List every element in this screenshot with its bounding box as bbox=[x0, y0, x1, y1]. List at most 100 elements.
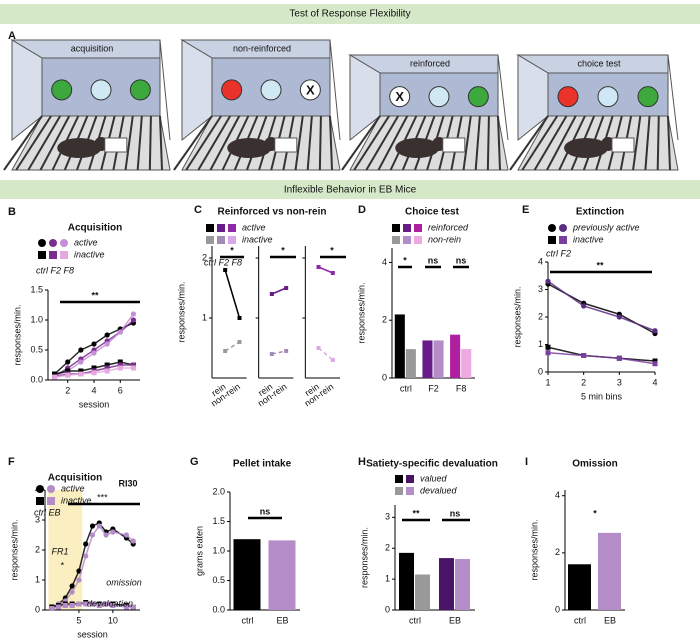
legend-swatch bbox=[206, 224, 214, 232]
mouse bbox=[57, 138, 102, 158]
annotation: FR1 bbox=[51, 546, 68, 556]
x-tick-label: 10 bbox=[108, 615, 118, 625]
food-tray bbox=[274, 137, 298, 153]
point bbox=[117, 329, 123, 335]
floor-bar bbox=[462, 115, 472, 171]
point bbox=[76, 601, 82, 607]
y-tick-label: 3 bbox=[538, 284, 543, 294]
series-line bbox=[318, 266, 334, 274]
legend-swatch bbox=[47, 485, 55, 493]
banner bbox=[0, 4, 700, 24]
y-tick-label: 2 bbox=[385, 543, 390, 553]
annotation: ** bbox=[412, 508, 420, 518]
point bbox=[96, 603, 102, 608]
panel-label: B bbox=[8, 206, 16, 218]
y-axis-label: responses/min. bbox=[512, 286, 522, 347]
legend-swatch bbox=[49, 251, 57, 259]
x-tick-label: 3 bbox=[617, 377, 622, 387]
x-tick-label: 4 bbox=[652, 377, 657, 387]
bar bbox=[268, 540, 296, 610]
x-tick-label: ctrl bbox=[242, 615, 254, 625]
point bbox=[104, 368, 110, 374]
chart-title: Omission bbox=[572, 459, 618, 470]
floor-bar bbox=[546, 115, 577, 171]
box-edge bbox=[497, 54, 509, 141]
annotation: ns bbox=[428, 255, 439, 265]
point bbox=[581, 303, 587, 309]
panel-label: A bbox=[8, 30, 16, 42]
legend-swatch bbox=[548, 224, 556, 232]
y-tick-label: 2 bbox=[538, 311, 543, 321]
annotation: * bbox=[403, 255, 407, 265]
floor-bar bbox=[644, 115, 651, 171]
mouse bbox=[395, 138, 440, 158]
light bbox=[90, 79, 112, 101]
legend-swatch bbox=[228, 224, 236, 232]
point bbox=[284, 286, 289, 290]
bar bbox=[598, 532, 621, 610]
y-tick-label: 2 bbox=[555, 547, 560, 557]
point bbox=[284, 349, 289, 353]
floor-bar bbox=[209, 115, 241, 171]
y-tick-label: 1.5 bbox=[30, 284, 43, 294]
annotation: * bbox=[230, 245, 234, 255]
floor-bar bbox=[533, 115, 568, 171]
y-tick-label: 2 bbox=[35, 544, 40, 554]
panel-label: C bbox=[194, 204, 202, 216]
point bbox=[89, 532, 96, 538]
y-tick-label: 4 bbox=[382, 257, 387, 267]
point bbox=[91, 365, 97, 371]
panel-label: E bbox=[522, 204, 529, 216]
legend-label: inactive bbox=[573, 234, 604, 244]
legend-swatch bbox=[60, 251, 68, 259]
point bbox=[76, 568, 82, 574]
floor-bar bbox=[197, 115, 232, 171]
x-tick-label: 4 bbox=[91, 385, 96, 395]
food-tray bbox=[442, 137, 466, 153]
point bbox=[130, 604, 136, 610]
point bbox=[545, 278, 551, 284]
y-tick-label: 2 bbox=[382, 315, 387, 325]
bar bbox=[405, 349, 416, 378]
point bbox=[52, 371, 58, 377]
food-tray bbox=[104, 137, 128, 153]
point bbox=[104, 341, 110, 347]
light bbox=[637, 86, 659, 108]
mouse bbox=[564, 138, 609, 158]
y-axis-label: responses/min. bbox=[176, 281, 186, 342]
point bbox=[65, 359, 71, 365]
light bbox=[467, 86, 489, 108]
y-tick-label: 2.0 bbox=[212, 486, 225, 496]
legend-swatch bbox=[217, 224, 225, 232]
point bbox=[103, 601, 109, 607]
annotation: ns bbox=[260, 506, 271, 516]
legend-groups: ctrl F2 F8 bbox=[204, 257, 242, 267]
panel-label: D bbox=[358, 204, 366, 216]
point bbox=[69, 583, 75, 589]
bar bbox=[461, 349, 472, 378]
floor-bar bbox=[294, 115, 304, 171]
y-tick-label: 0.5 bbox=[30, 344, 43, 354]
y-tick-label: 3 bbox=[385, 512, 390, 522]
legend-label: non-rein bbox=[428, 234, 461, 244]
annotation: * bbox=[330, 245, 334, 255]
y-tick-label: 1 bbox=[385, 573, 390, 583]
panel-label: G bbox=[190, 456, 199, 468]
series-line bbox=[271, 287, 287, 295]
series-line bbox=[318, 347, 334, 361]
light bbox=[260, 79, 282, 101]
annotation: ** bbox=[91, 290, 99, 300]
legend-swatch bbox=[47, 497, 55, 505]
legend-swatch bbox=[36, 485, 44, 493]
annotation: ns bbox=[456, 255, 467, 265]
point bbox=[130, 365, 136, 371]
legend-swatch bbox=[228, 236, 236, 244]
y-tick-label: 0 bbox=[555, 604, 560, 614]
y-tick-label: 4 bbox=[555, 490, 560, 500]
bar bbox=[233, 539, 261, 610]
x-tick-label: EB bbox=[276, 615, 288, 625]
legend-label: active bbox=[74, 237, 98, 247]
legend-swatch bbox=[392, 236, 400, 244]
legend-groups: ctrl F2 F8 bbox=[36, 265, 74, 275]
annotation: ns bbox=[450, 508, 461, 518]
